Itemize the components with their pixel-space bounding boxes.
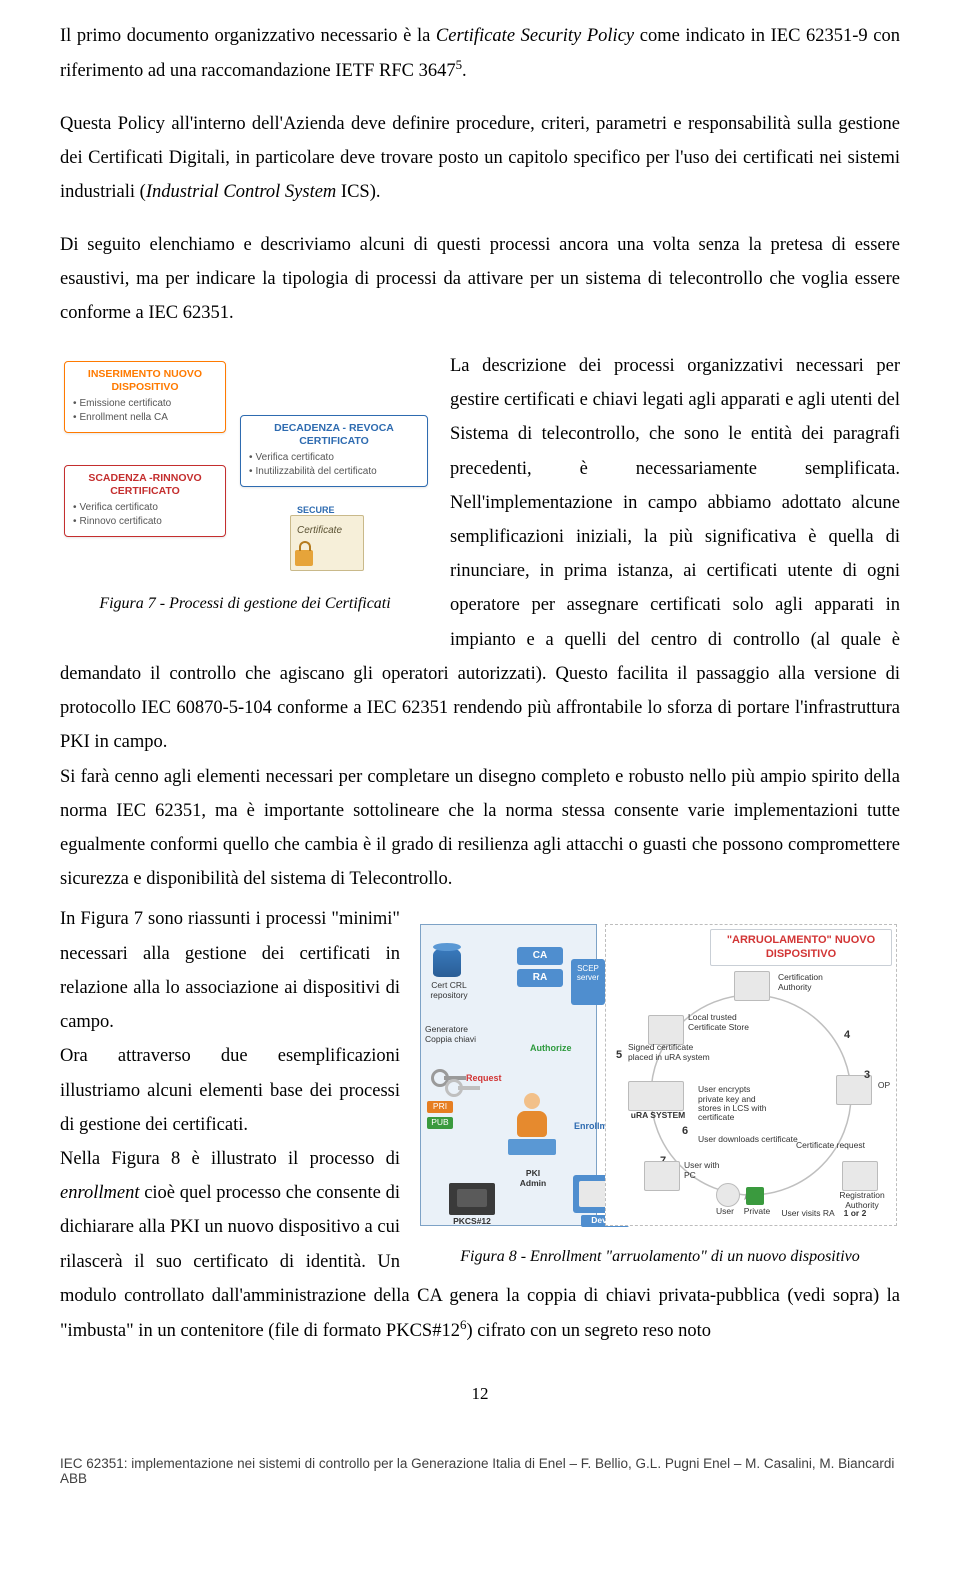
step-3: 3 <box>864 1065 870 1085</box>
label: User visits RA <box>778 1209 838 1218</box>
step-6: 6 <box>682 1121 688 1141</box>
tag-authorize: Authorize <box>530 1040 572 1057</box>
tag-request: Request <box>466 1070 502 1087</box>
label: Certification Authority <box>778 973 848 992</box>
label: Signed certificate placed in uRA system <box>628 1043 718 1062</box>
footer: IEC 62351: implementazione nei sistemi d… <box>0 1450 960 1506</box>
scep-node: SCEP server <box>571 959 605 1005</box>
label: User downloads certificate <box>698 1135 798 1144</box>
bullet: Inutilizzabilità del certificato <box>249 465 419 479</box>
certificate-icon: SECURE Certificate <box>290 515 364 571</box>
text: Nella <box>60 1149 111 1169</box>
page-number: 12 <box>60 1378 900 1409</box>
pki-panel: Cert CRL repository CA RA SCEP server Ge… <box>420 924 597 1226</box>
ca-node: CA <box>517 947 563 965</box>
ura-icon <box>628 1081 684 1111</box>
text-italic: enrollment <box>60 1183 139 1203</box>
card-inserimento: INSERIMENTO NUOVO DISPOSITIVO Emissione … <box>64 361 226 433</box>
step-4: 4 <box>844 1025 850 1045</box>
label: User <box>710 1207 740 1216</box>
figure-7-caption: Figura 7 - Processi di gestione dei Cert… <box>60 587 430 615</box>
bullet: Rinnovo certificato <box>73 515 217 529</box>
figure-ref: Figura 8 <box>111 1149 180 1169</box>
label: OP <box>874 1081 894 1090</box>
label-pri: PRI <box>427 1101 453 1112</box>
label: Cert CRL repository <box>425 981 473 1000</box>
icon-label: SECURE <box>297 502 335 519</box>
registration-authority-icon <box>842 1161 878 1191</box>
figure-7-graphic: INSERIMENTO NUOVO DISPOSITIVO Emissione … <box>60 357 430 587</box>
card-scadenza: SCADENZA -RINNOVO CERTIFICATO Verifica c… <box>64 465 226 537</box>
label: Registration Authority <box>832 1191 892 1210</box>
text: In <box>60 909 80 929</box>
figure-8: Cert CRL repository CA RA SCEP server Ge… <box>420 910 900 1268</box>
paragraph: Di seguito elenchiamo e descriviamo alcu… <box>60 228 900 331</box>
cert-authority-icon <box>734 971 770 1001</box>
step-5: 5 <box>616 1045 622 1065</box>
card-title: INSERIMENTO NUOVO DISPOSITIVO <box>73 368 217 393</box>
text: è illustrato il processo di <box>180 1149 400 1169</box>
label: User encrypts private key and stores in … <box>698 1085 776 1122</box>
text: ICS). <box>341 182 381 202</box>
paragraph: Ora attraverso due esemplificazioni illu… <box>60 1046 400 1134</box>
enrollment-panel: "ARRUOLAMENTO" NUOVO DISPOSITIVO <box>605 924 897 1226</box>
text-italic: Certificate Security Policy <box>436 26 634 46</box>
user-pc-icon <box>644 1161 680 1191</box>
ra-node: RA <box>517 969 563 987</box>
paragraph: Il primo documento organizzativo necessa… <box>60 19 900 89</box>
card-title: DECADENZA - REVOCA CERTIFICATO <box>249 422 419 447</box>
card-title: SCADENZA -RINNOVO CERTIFICATO <box>73 472 217 497</box>
figure-7: INSERIMENTO NUOVO DISPOSITIVO Emissione … <box>60 357 430 615</box>
bullet: Verifica certificato <box>73 501 217 515</box>
label: User with PC <box>684 1161 728 1180</box>
paragraph: Si farà cenno agli elementi necessari pe… <box>60 767 900 890</box>
label: Generatore Coppia chiavi <box>425 1025 483 1044</box>
text: . <box>462 61 467 81</box>
private-key-icon <box>746 1187 764 1205</box>
figure-ref: Figura 7 <box>80 909 143 929</box>
bullet: Enrollment nella CA <box>73 411 217 425</box>
label: PKCS#12 <box>445 1217 499 1226</box>
card-decadenza: DECADENZA - REVOCA CERTIFICATO Verifica … <box>240 415 428 487</box>
text: Il primo documento organizzativo necessa… <box>60 26 436 46</box>
database-icon <box>433 947 461 977</box>
label: Local trusted Certificate Store <box>688 1013 750 1032</box>
label: 1 or 2 <box>838 1209 872 1218</box>
label: Private <box>740 1207 774 1216</box>
local-store-icon <box>648 1015 684 1045</box>
label: Certificate request <box>796 1141 868 1150</box>
figure-8-caption: Figura 8 - Enrollment "arruolamento" di … <box>420 1240 900 1268</box>
bullet: Verifica certificato <box>249 451 419 465</box>
paragraph: Questa Policy all'interno dell'Azienda d… <box>60 107 900 210</box>
figure-8-graphic: Cert CRL repository CA RA SCEP server Ge… <box>420 910 900 1240</box>
pkcs-icon <box>449 1183 495 1215</box>
admin-icon <box>501 1093 563 1165</box>
text: ) cifrato con un segreto reso noto <box>466 1321 711 1341</box>
label: uRA SYSTEM <box>630 1111 686 1120</box>
label-pub: PUB <box>427 1117 453 1128</box>
text-italic: Industrial Control System <box>146 182 341 202</box>
label: PKI Admin <box>513 1169 553 1188</box>
lock-icon <box>295 550 313 566</box>
icon-text: Certificate <box>297 522 342 541</box>
bullet: Emissione certificato <box>73 397 217 411</box>
